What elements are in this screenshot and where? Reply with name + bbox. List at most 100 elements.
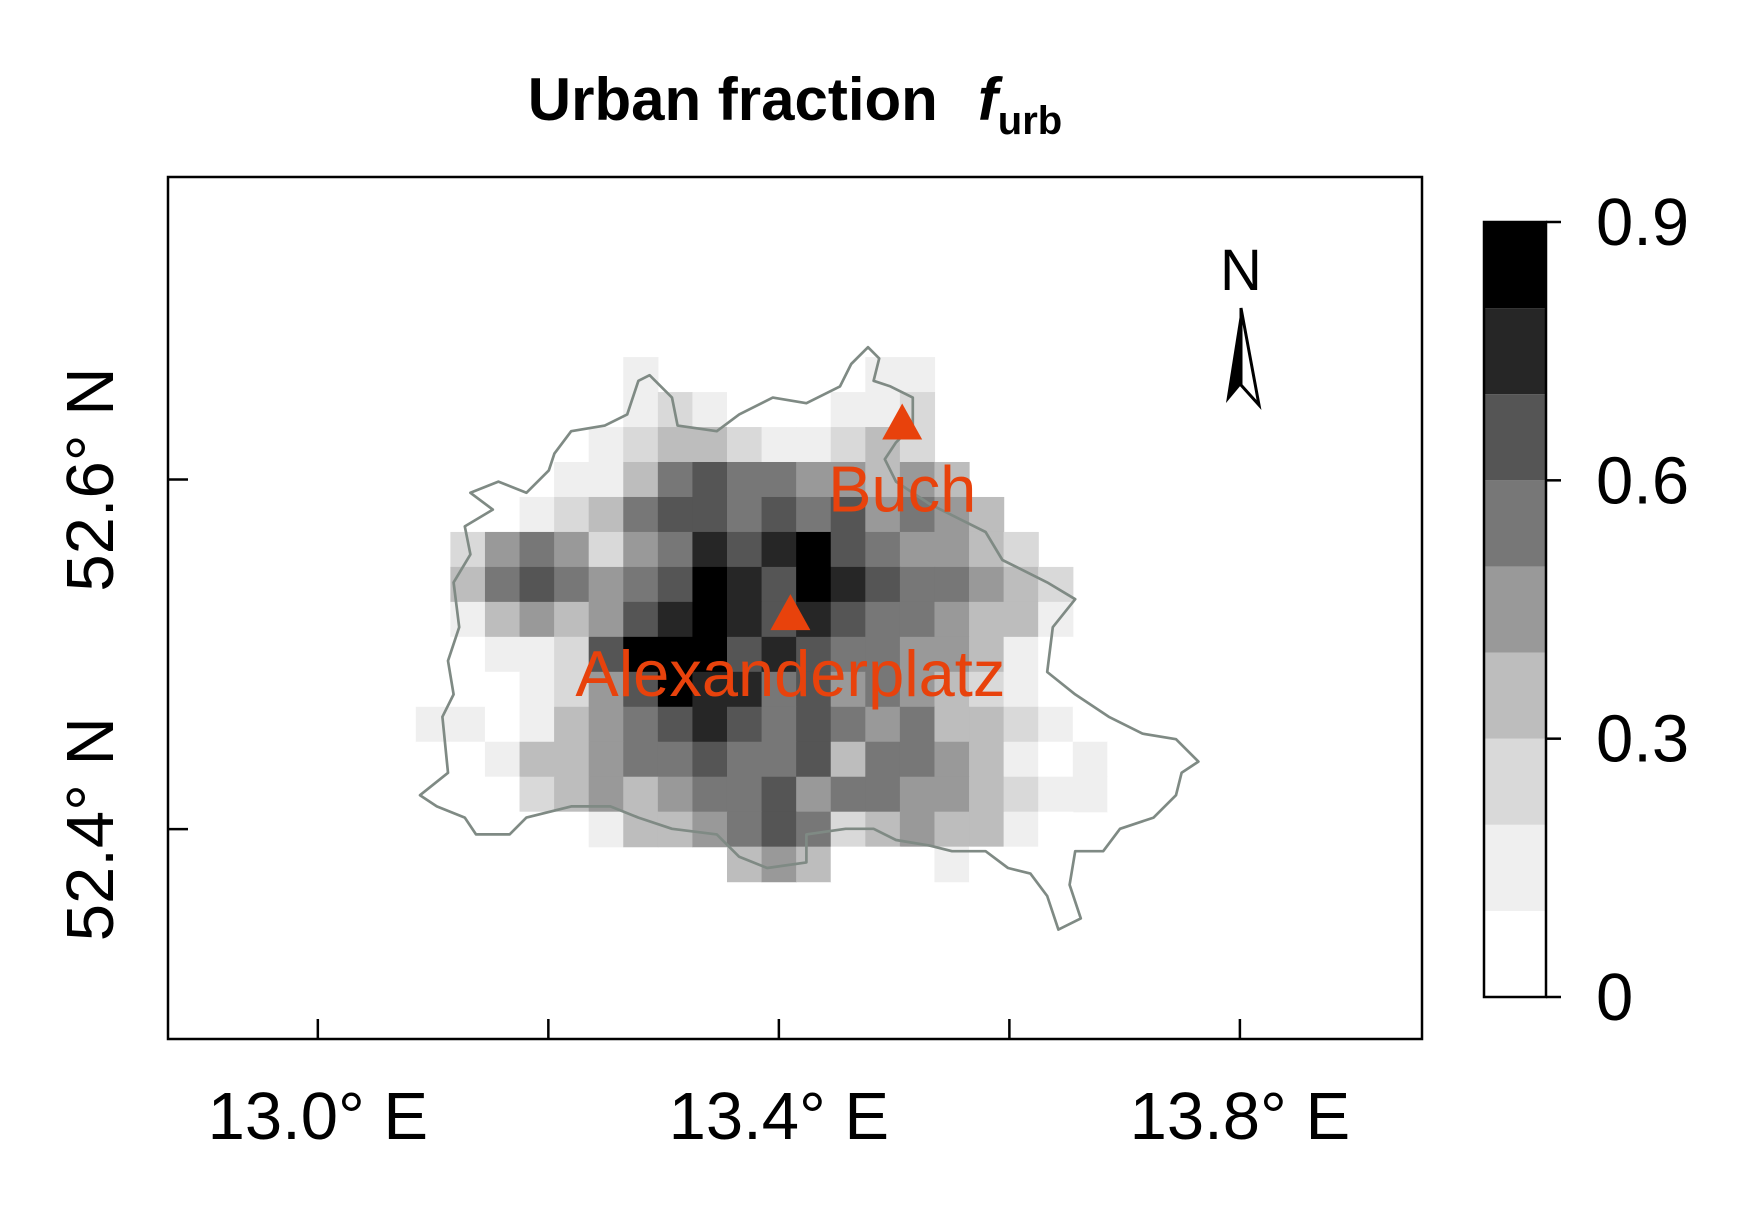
grid-cell — [934, 531, 970, 568]
grid-cell — [1038, 846, 1074, 883]
grid-cell — [899, 776, 936, 813]
grid-cell — [830, 706, 866, 743]
grid-cell — [865, 566, 901, 603]
grid-cell — [657, 741, 694, 778]
north-label: N — [1220, 238, 1262, 303]
grid-cell — [726, 776, 763, 813]
grid-cell — [865, 322, 901, 358]
grid-cell — [657, 706, 694, 743]
grid-cell — [969, 636, 1005, 673]
grid-cell — [623, 706, 659, 743]
grid-cell — [588, 496, 624, 533]
grid-cell — [1003, 811, 1039, 848]
grid-cell — [554, 462, 590, 498]
colorbar-band — [1484, 824, 1546, 911]
grid-cell — [588, 531, 624, 568]
grid-cell — [519, 741, 555, 778]
grid-cell — [796, 566, 832, 603]
grid-cell — [1072, 671, 1108, 708]
grid-cell — [519, 566, 555, 603]
grid-cell — [830, 566, 866, 603]
grid-cell — [969, 566, 1005, 603]
colorbar: 0 0.3 0.6 0.9 — [1482, 185, 1689, 1035]
grid-cell — [623, 566, 659, 603]
grid-cell — [623, 741, 659, 778]
plot-frame — [166, 175, 1424, 1041]
grid-cell — [1107, 741, 1143, 778]
grid-cell — [1072, 741, 1108, 778]
grid-cell — [1038, 741, 1074, 778]
grid-cell — [484, 496, 521, 533]
colorbar-band — [1484, 480, 1546, 567]
grid-cell — [969, 531, 1005, 568]
grid-cell — [761, 741, 797, 778]
grid-cell — [899, 706, 936, 743]
grid-cell — [761, 706, 797, 743]
north-arrow-left — [1226, 308, 1241, 403]
grid-cell — [726, 566, 763, 603]
grid-cell — [519, 636, 555, 673]
grid-cell — [934, 811, 970, 848]
grid-cell — [969, 706, 1005, 743]
grid-cell — [554, 636, 590, 673]
grid-cell — [1038, 636, 1074, 673]
grid-cell — [519, 706, 555, 743]
grid-cell — [692, 741, 728, 778]
berlin-boundary — [418, 345, 1200, 931]
grid-cell — [934, 601, 970, 638]
grid-cell — [1038, 811, 1074, 848]
grid-cell — [554, 496, 590, 533]
grid-cell — [623, 427, 659, 463]
grid-cell — [1038, 776, 1074, 813]
grid-cell — [484, 566, 521, 603]
grid-cell — [588, 636, 624, 673]
grid-cell — [1003, 636, 1039, 673]
grid-cell — [796, 496, 832, 533]
colorbar-band — [1484, 738, 1546, 825]
grid-cell — [899, 741, 936, 778]
grid-cell — [796, 636, 832, 673]
x-tick-label: 13.4° E — [669, 1079, 890, 1154]
grid-cell — [554, 706, 590, 743]
grid-cell — [934, 706, 970, 743]
grid-cell — [588, 706, 624, 743]
grid-cell — [761, 531, 797, 568]
x-tick-label: 13.8° E — [1130, 1079, 1351, 1154]
heatmap — [415, 322, 1212, 918]
grid-cell — [588, 671, 624, 708]
colorbar-frame — [1482, 220, 1548, 999]
grid-cell — [1107, 671, 1143, 708]
grid-cell — [692, 566, 728, 603]
grid-cell — [588, 462, 624, 498]
grid-cell — [692, 706, 728, 743]
title-subscript: urb — [998, 99, 1062, 143]
grid-cell — [899, 671, 936, 708]
colorbar-tick-label: 0.3 — [1596, 702, 1689, 777]
grid-cell — [726, 811, 763, 848]
grid-cell — [623, 636, 659, 673]
grid-cell — [726, 601, 763, 638]
grid-cell — [1141, 741, 1178, 778]
grid-cell — [450, 706, 486, 743]
grid-cell — [899, 462, 936, 498]
grid-cell — [588, 741, 624, 778]
grid-cell — [899, 846, 936, 883]
grid-cell — [692, 496, 728, 533]
grid-cell — [726, 741, 763, 778]
grid-cell — [519, 531, 555, 568]
grid-cell — [657, 776, 694, 813]
grid-cell — [1003, 566, 1039, 603]
axes: 13.0° E 13.4° E 13.8° E 52.4° N 52.6° N — [53, 367, 1350, 1154]
grid-cell — [1003, 881, 1039, 918]
grid-cell — [726, 636, 763, 673]
grid-cell — [1003, 776, 1039, 813]
grid-cell — [692, 531, 728, 568]
grid-cell — [796, 531, 832, 568]
grid-cell — [830, 531, 866, 568]
grid-cell — [761, 776, 797, 813]
grid-cell — [899, 322, 936, 358]
grid-cell — [761, 671, 797, 708]
grid-cell — [1072, 776, 1108, 813]
grid-cell — [450, 496, 486, 533]
grid-cell — [796, 706, 832, 743]
